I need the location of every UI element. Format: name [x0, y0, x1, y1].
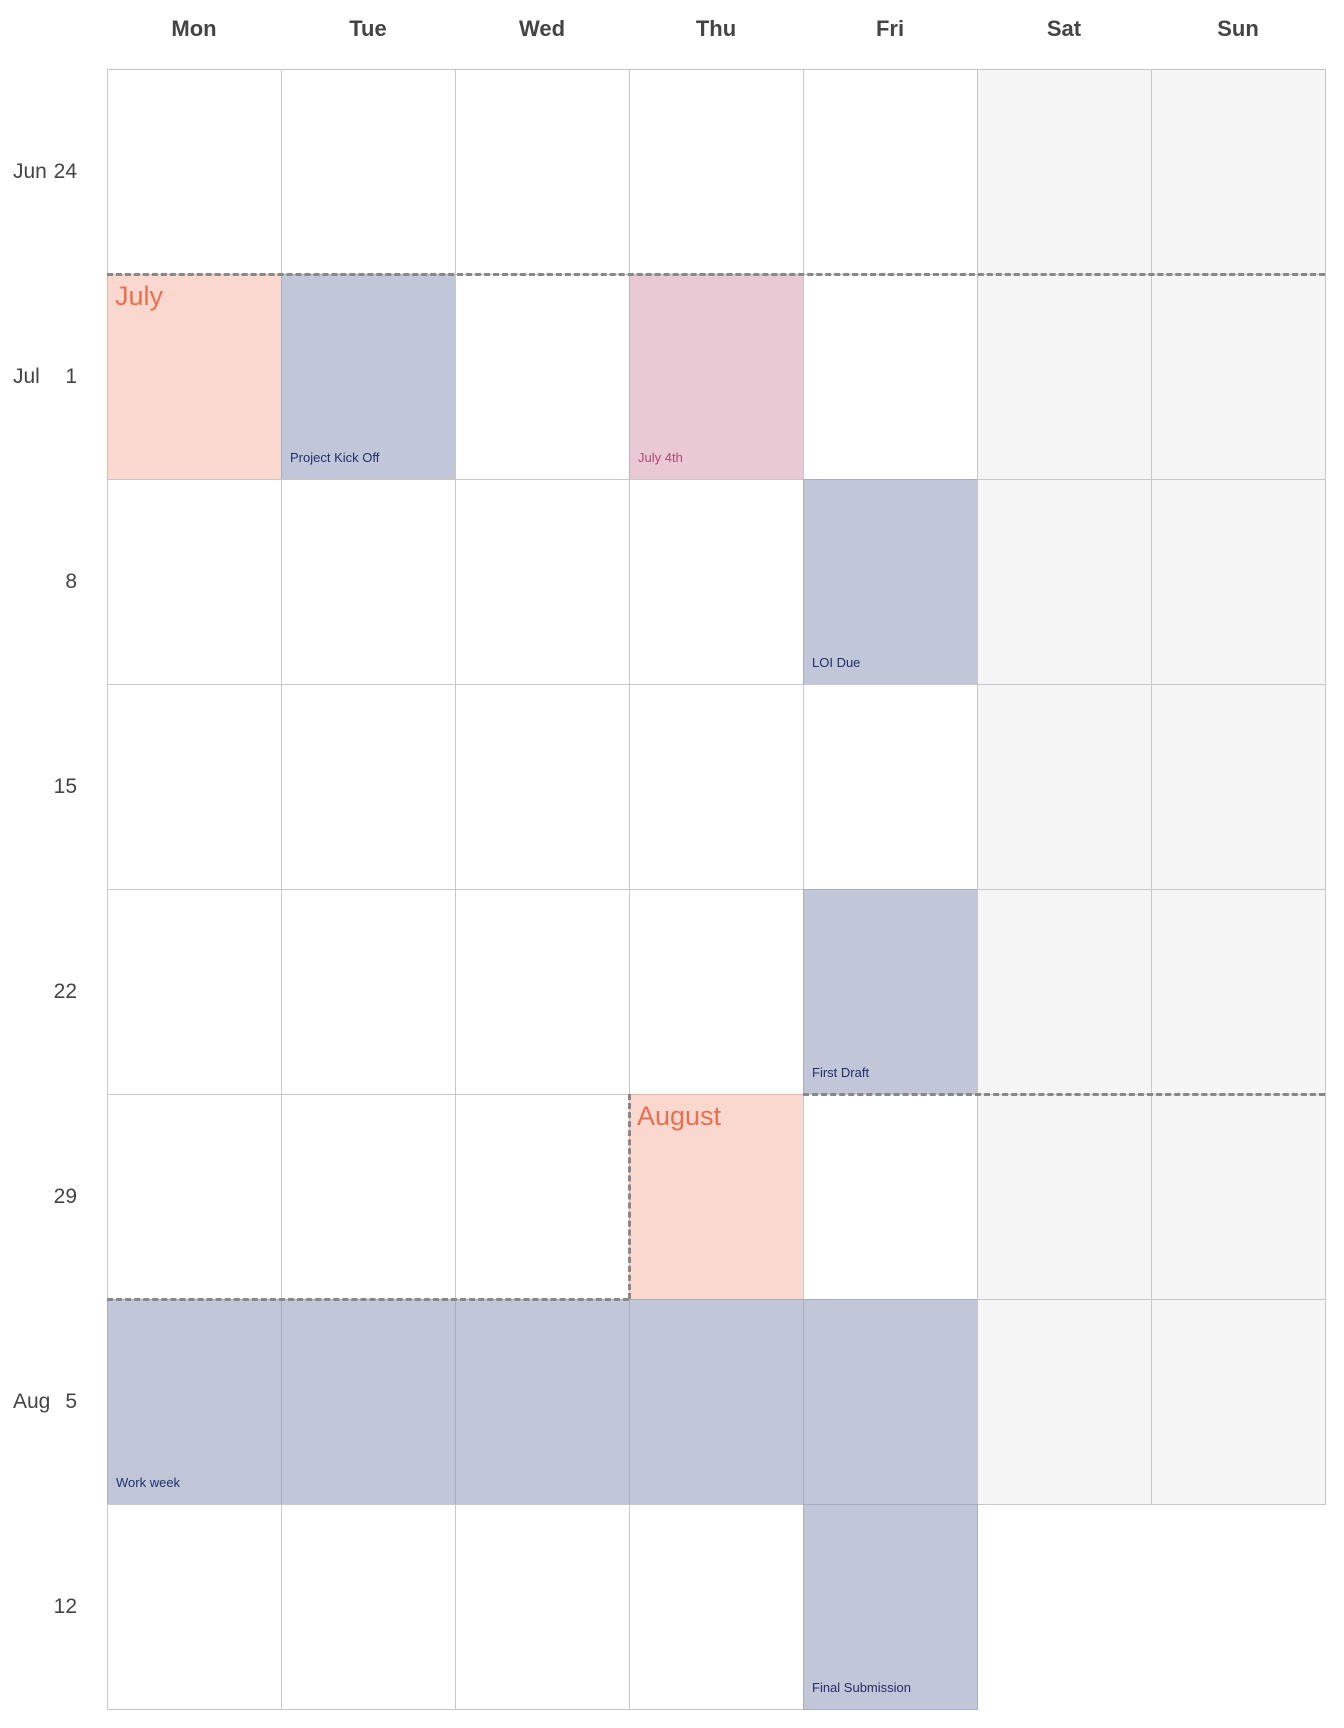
- day-cell[interactable]: [629, 69, 804, 275]
- day-cell[interactable]: [1151, 1094, 1326, 1300]
- day-cell[interactable]: [803, 69, 978, 275]
- day-cell[interactable]: [1151, 889, 1326, 1095]
- day-cell[interactable]: [281, 479, 456, 685]
- weekday-header-sun: Sun: [1217, 16, 1259, 41]
- day-cell[interactable]: [629, 889, 804, 1095]
- week-month-label: Jul: [13, 364, 40, 388]
- day-cell[interactable]: [1151, 274, 1326, 480]
- event-cell[interactable]: [803, 1299, 978, 1505]
- event-label: Project Kick Off: [290, 450, 380, 465]
- day-cell[interactable]: [977, 479, 1152, 685]
- day-cell[interactable]: [1151, 1299, 1326, 1505]
- day-cell[interactable]: [107, 479, 282, 685]
- day-cell[interactable]: [977, 69, 1152, 275]
- holiday-label: July 4th: [638, 450, 683, 465]
- weekday-header-fri: Fri: [875, 16, 905, 41]
- weekday-header-sat: Sat: [1046, 16, 1082, 41]
- day-cell[interactable]: [455, 1504, 630, 1710]
- holiday-cell[interactable]: July 4th: [629, 274, 804, 480]
- event-label: First Draft: [812, 1065, 870, 1080]
- day-cell[interactable]: [281, 1094, 456, 1300]
- week-day-number: 24: [53, 159, 77, 183]
- day-cell[interactable]: [977, 889, 1152, 1095]
- weekday-header-mon: Mon: [171, 16, 217, 41]
- week-day-number: 8: [65, 569, 77, 593]
- event-label: LOI Due: [812, 655, 861, 670]
- day-cell[interactable]: [1151, 684, 1326, 890]
- day-cell[interactable]: [281, 684, 456, 890]
- day-cell[interactable]: [803, 1094, 978, 1300]
- day-cell[interactable]: [803, 274, 978, 480]
- day-cell[interactable]: [629, 684, 804, 890]
- day-cell[interactable]: [107, 69, 282, 275]
- week-month-label: Jun: [13, 159, 47, 183]
- month-boundary-line: [803, 1093, 1325, 1096]
- weekday-header-tue: Tue: [349, 16, 387, 41]
- event-cell[interactable]: Project Kick Off: [281, 274, 456, 480]
- day-cell[interactable]: [455, 274, 630, 480]
- day-cell[interactable]: [455, 889, 630, 1095]
- day-cell[interactable]: [1151, 69, 1326, 275]
- day-cell[interactable]: [629, 1504, 804, 1710]
- month-label: July: [115, 281, 164, 311]
- month-boundary-line: [107, 273, 1325, 276]
- week-day-number: 5: [65, 1389, 77, 1413]
- week-day-number: 1: [65, 364, 77, 388]
- day-cell[interactable]: [1151, 479, 1326, 685]
- day-cell[interactable]: [107, 889, 282, 1095]
- day-cell[interactable]: [455, 684, 630, 890]
- event-cell[interactable]: [281, 1299, 456, 1505]
- month-start-cell[interactable]: August: [629, 1094, 804, 1300]
- week-day-number: 29: [53, 1184, 77, 1208]
- day-cell[interactable]: [455, 1094, 630, 1300]
- day-cell[interactable]: [803, 684, 978, 890]
- day-cell[interactable]: [977, 1299, 1152, 1505]
- weekday-header-wed: Wed: [518, 16, 566, 41]
- week-day-number: 12: [53, 1594, 77, 1618]
- day-cell[interactable]: [281, 889, 456, 1095]
- weekday-header-thu: Thu: [695, 16, 737, 41]
- month-boundary-line: [107, 1298, 629, 1301]
- event-cell[interactable]: First Draft: [803, 889, 978, 1095]
- day-cell[interactable]: [629, 479, 804, 685]
- week-month-label: Aug: [13, 1389, 51, 1413]
- day-cell[interactable]: [977, 1094, 1152, 1300]
- event-cell[interactable]: LOI Due: [803, 479, 978, 685]
- event-label: Final Submission: [812, 1680, 911, 1695]
- week-day-number: 15: [53, 774, 77, 798]
- day-cell[interactable]: [455, 479, 630, 685]
- month-label: August: [637, 1101, 722, 1131]
- day-cell[interactable]: [107, 684, 282, 890]
- event-cell[interactable]: Final Submission: [803, 1504, 978, 1710]
- month-start-cell[interactable]: July: [107, 274, 282, 480]
- week-day-number: 22: [53, 979, 77, 1003]
- day-cell[interactable]: [107, 1094, 282, 1300]
- day-cell[interactable]: [281, 69, 456, 275]
- day-cell[interactable]: [455, 69, 630, 275]
- event-label: Work week: [116, 1475, 181, 1490]
- event-cell[interactable]: [455, 1299, 630, 1505]
- event-cell[interactable]: [629, 1299, 804, 1505]
- day-cell[interactable]: [281, 1504, 456, 1710]
- event-cell[interactable]: Work week: [107, 1299, 282, 1505]
- day-cell[interactable]: [977, 684, 1152, 890]
- month-boundary-line: [628, 1094, 631, 1299]
- day-cell[interactable]: [107, 1504, 282, 1710]
- day-cell[interactable]: [977, 274, 1152, 480]
